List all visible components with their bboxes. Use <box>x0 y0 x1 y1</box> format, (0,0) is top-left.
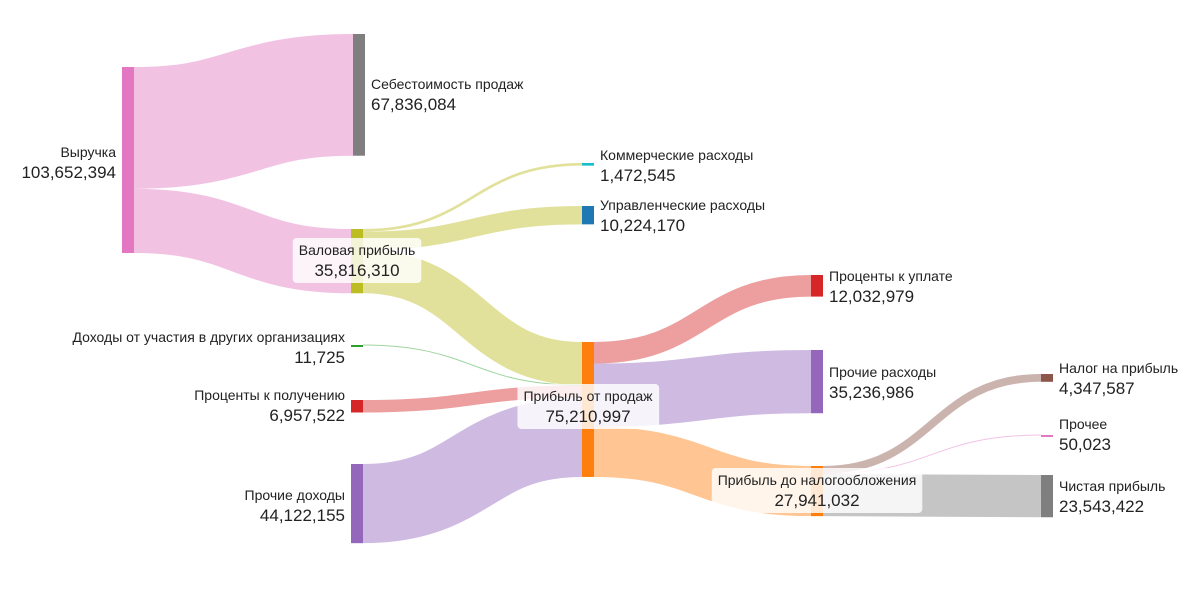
node-label-other_exp: Прочие расходы 35,236,986 <box>829 364 936 402</box>
node-name-pretax: Прибыль до налогообложения <box>718 472 917 488</box>
node-label-int_expense: Проценты к уплате 12,032,979 <box>829 268 953 306</box>
node-value-net: 23,543,422 <box>1059 497 1144 516</box>
link-revenue-to-cogs <box>133 34 354 189</box>
node-name-int_income: Проценты к получению <box>194 387 345 403</box>
link-pretax-to-tax <box>822 374 1042 474</box>
node-value-pretax: 27,941,032 <box>774 491 859 510</box>
node-admin <box>582 206 594 225</box>
node-other_exp <box>811 350 823 414</box>
node-name-other_income: Прочие доходы <box>245 487 345 503</box>
node-int_expense <box>811 275 823 297</box>
node-name-revenue: Выручка <box>60 144 116 160</box>
node-label-participation: Доходы от участия в других организациях 1… <box>72 329 345 367</box>
node-name-commercial: Коммерческие расходы <box>600 147 753 163</box>
node-name-op_profit: Прибыль от продаж <box>523 388 653 404</box>
node-value-other_exp: 35,236,986 <box>829 383 914 402</box>
node-label-gross: Валовая прибыль 35,816,310 <box>292 238 422 283</box>
link-gross-to-commercial <box>362 162 583 232</box>
labels-layer: Выручка 103,652,394 Себестоимость продаж 67… <box>21 76 1178 525</box>
node-value-participation: 11,725 <box>294 348 345 367</box>
node-name-int_expense: Проценты к уплате <box>829 268 953 284</box>
node-participation <box>351 345 363 347</box>
node-value-op_profit: 75,210,997 <box>545 407 630 426</box>
node-value-commercial: 1,472,545 <box>600 166 676 185</box>
node-other <box>1041 435 1053 437</box>
node-revenue <box>122 67 134 253</box>
node-value-revenue: 103,652,394 <box>21 163 116 182</box>
node-label-int_income: Проценты к получению 6,957,522 <box>194 387 345 425</box>
node-name-net: Чистая прибыль <box>1059 478 1165 494</box>
node-commercial <box>582 163 594 166</box>
node-name-participation: Доходы от участия в других организациях <box>72 329 345 345</box>
node-name-admin: Управленческие расходы <box>600 197 765 213</box>
node-name-gross: Валовая прибыль <box>299 242 416 258</box>
node-value-gross: 35,816,310 <box>314 261 399 280</box>
link-participation-to-op_profit <box>362 344 583 386</box>
node-value-admin: 10,224,170 <box>600 216 685 235</box>
link-gross-to-op_profit <box>362 249 583 386</box>
node-value-int_income: 6,957,522 <box>269 406 345 425</box>
node-int_income <box>351 400 363 413</box>
link-other_income-to-op_profit <box>361 397 584 544</box>
node-label-op_profit: Прибыль от продаж 75,210,997 <box>517 384 660 429</box>
node-label-tax: Налог на прибыль 4,347,587 <box>1059 360 1178 398</box>
node-name-other: Прочее <box>1059 416 1107 432</box>
node-label-net: Чистая прибыль 23,543,422 <box>1059 478 1165 516</box>
node-value-tax: 4,347,587 <box>1059 379 1135 398</box>
node-label-other_income: Прочие доходы 44,122,155 <box>245 487 345 525</box>
node-cogs <box>353 34 365 156</box>
node-label-revenue: Выручка 103,652,394 <box>21 144 116 182</box>
node-label-commercial: Коммерческие расходы 1,472,545 <box>600 147 753 185</box>
links-layer <box>133 34 1042 544</box>
node-other_income <box>351 464 363 544</box>
node-label-admin: Управленческие расходы 10,224,170 <box>600 197 765 235</box>
node-value-cogs: 67,836,084 <box>371 95 456 114</box>
node-label-cogs: Себестоимость продаж 67,836,084 <box>371 76 524 114</box>
node-name-tax: Налог на прибыль <box>1059 360 1178 376</box>
node-value-int_expense: 12,032,979 <box>829 287 914 306</box>
node-tax <box>1041 374 1053 382</box>
node-label-other: Прочее 50,023 <box>1059 416 1111 454</box>
node-label-bg-pretax <box>711 468 923 513</box>
node-value-other: 50,023 <box>1059 435 1111 454</box>
node-label-bg-op_profit <box>517 384 660 429</box>
link-op_profit-to-int_expense <box>593 274 812 364</box>
node-name-other_exp: Прочие расходы <box>829 364 936 380</box>
node-value-other_income: 44,122,155 <box>260 506 345 525</box>
node-net <box>1041 475 1053 518</box>
node-label-pretax: Прибыль до налогообложения 27,941,032 <box>711 468 923 513</box>
node-name-cogs: Себестоимость продаж <box>371 76 524 92</box>
node-label-bg-gross <box>292 238 422 283</box>
